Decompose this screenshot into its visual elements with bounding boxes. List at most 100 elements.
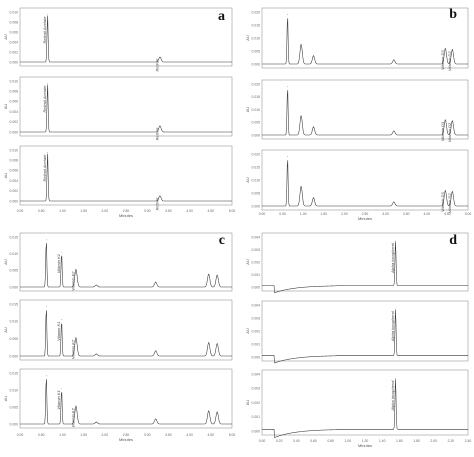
peak-marker	[300, 185, 302, 187]
peak-marker	[216, 343, 218, 344]
y-tick-label: 0.008	[10, 90, 19, 94]
peak-marker	[155, 281, 156, 283]
y-tick-label: 0.010	[252, 178, 261, 182]
x-tick-label: 4.00	[423, 212, 430, 216]
y-axis-label: AU	[3, 396, 8, 402]
x-tick-label: 5.00	[229, 209, 236, 213]
x-tick-label: 3.50	[403, 212, 410, 216]
x-tick-label: 4.50	[207, 433, 214, 437]
x-tick-label: 3.50	[165, 209, 172, 213]
y-tick-label: 0.002	[10, 189, 19, 193]
chromatogram-trace	[20, 84, 232, 133]
peak-label: Alpha tocopherol	[390, 243, 395, 274]
y-tick-label: 0.020	[252, 82, 261, 86]
peak-marker	[159, 56, 161, 58]
y-tick-label: 0.001	[252, 415, 261, 419]
x-tick-label: 0.40	[293, 439, 300, 443]
peak-marker	[47, 14, 48, 15]
x-tick-label: 2.20	[448, 439, 455, 443]
x-tick-label: 2.40	[465, 439, 472, 443]
x-axis-label: Minutes	[119, 213, 133, 218]
peak-label: Vitamin K1	[56, 390, 61, 409]
peak-label: Retinol Acetate	[42, 85, 47, 113]
peak-marker	[287, 14, 288, 15]
peak-marker	[300, 115, 302, 116]
y-tick-label: 0.000	[252, 133, 261, 137]
peak-marker	[208, 410, 209, 412]
y-tick-label: 0.002	[252, 260, 261, 264]
chromatogram-trace	[262, 160, 468, 207]
x-tick-label: 4.00	[186, 209, 193, 213]
x-tick-label: 5.00	[229, 433, 236, 437]
x-tick-label: 3.00	[144, 433, 151, 437]
chromatogram-trace	[20, 153, 232, 202]
peak-marker	[61, 251, 62, 253]
peak-marker	[313, 126, 314, 128]
peak-marker	[287, 86, 288, 87]
peak-label: Vitamin D2	[447, 122, 452, 142]
x-tick-label: 0.00	[259, 439, 266, 443]
y-tick-label: 0.015	[252, 165, 261, 169]
peak-marker	[96, 353, 97, 355]
subplot-c-2: 0.000 0.005 0.010 0.015 AU Vitamin K1 Vitamin …	[3, 299, 233, 361]
chromatogram-trace	[20, 15, 232, 63]
peak-marker	[395, 240, 396, 242]
subplot-b-3: 0.000 0.005 0.010 0.015 0.020 AU Vitamin D3 Vit…	[245, 149, 469, 213]
y-tick-label: 0.010	[10, 10, 19, 14]
panel-label-a: a	[218, 9, 225, 24]
peak-label: Vitamin K2	[70, 271, 75, 291]
y-tick-label: 0.010	[10, 148, 19, 152]
x-tick-label: 1.00	[59, 209, 66, 213]
x-tick-label: 0.20	[276, 439, 283, 443]
subplot-a-3: 0.000 0.002 0.004 0.006 0.008 0.010 AU Retinol …	[3, 145, 233, 210]
y-tick-label: 0.005	[252, 121, 261, 125]
x-tick-label: 3.00	[382, 212, 389, 216]
y-axis-label: AU	[245, 35, 250, 41]
y-tick-label: 0.006	[10, 30, 19, 34]
peak-marker	[393, 130, 395, 132]
peak-marker	[96, 421, 97, 423]
x-tick-label: 1.60	[396, 439, 403, 443]
x-tick-label: 0.00	[17, 433, 24, 437]
peak-marker	[313, 197, 314, 198]
y-tick-label: 0.004	[10, 110, 19, 114]
y-tick-label: 0.015	[10, 235, 19, 239]
y-tick-label: 0.002	[10, 50, 19, 54]
y-tick-label: 0.000	[10, 285, 19, 289]
y-tick-label: 0.004	[252, 372, 261, 376]
plot-frame	[261, 7, 469, 69]
peak-label: Alpha tocopherol	[390, 311, 395, 342]
chromatogram-trace	[262, 241, 468, 294]
y-axis-label: AU	[3, 259, 8, 265]
panel-c: 0.000 0.005 0.010 0.015 AU Vitamin K1 Vitamin …	[3, 232, 236, 442]
x-tick-label: 1.20	[362, 439, 369, 443]
peak-marker	[452, 120, 453, 122]
y-tick-label: 0.003	[252, 316, 261, 320]
x-tick-label: 0.80	[327, 439, 334, 443]
plot-frame	[19, 368, 233, 429]
subplot-b-1: 0.000 0.005 0.010 0.015 0.020 AU Vitamin D3 Vit…	[245, 7, 469, 71]
y-axis-label: AU	[245, 400, 250, 406]
x-tick-label: 1.00	[345, 439, 352, 443]
peak-marker	[208, 273, 209, 275]
plot-frame	[261, 232, 469, 292]
peak-marker	[300, 43, 302, 45]
y-tick-label: 0.002	[252, 401, 261, 405]
x-tick-label: 2.00	[101, 209, 108, 213]
panel-a: 0.000 0.002 0.004 0.006 0.008 0.010 AU Retinol …	[3, 7, 236, 218]
subplot-c-1: 0.000 0.005 0.010 0.015 AU Vitamin K1 Vitamin …	[3, 232, 233, 292]
x-tick-label: 2.00	[341, 212, 348, 216]
subplot-d-1: 0.000 0.001 0.002 0.003 0.004 AU Alpha tocophe…	[245, 232, 469, 294]
y-axis-label: AU	[3, 173, 8, 179]
subplot-b-2: 0.000 0.005 0.010 0.015 0.020 AU Vitamin D3 Vit…	[245, 79, 469, 142]
peak-marker	[96, 284, 97, 286]
peak-marker	[47, 83, 48, 84]
x-tick-label: 1.50	[320, 212, 327, 216]
y-tick-label: 0.015	[252, 23, 261, 27]
x-tick-label: 1.50	[80, 433, 87, 437]
y-tick-label: 0.000	[10, 60, 19, 64]
y-axis-label: AU	[245, 177, 250, 183]
peak-marker	[287, 156, 288, 157]
peak-marker	[395, 308, 396, 310]
